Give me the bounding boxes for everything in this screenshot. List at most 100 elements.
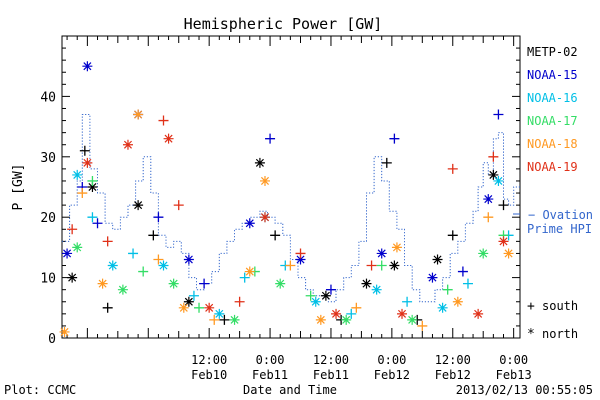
data-point-noaa-19-south: [295, 248, 306, 259]
data-point-noaa-19-south: [173, 200, 184, 211]
data-point-noaa-17-north: [478, 248, 489, 259]
data-point-noaa-18-north: [503, 248, 514, 259]
legend-entry: NOAA-15: [527, 68, 578, 82]
data-point-noaa-15-north: [376, 248, 387, 259]
data-point-noaa-19-north: [82, 157, 93, 168]
data-point-metp-02-north: [254, 157, 265, 168]
data-point-noaa-15-south: [199, 278, 210, 289]
data-point-noaa-19-north: [122, 139, 133, 150]
legend-entry: NOAA-18: [527, 137, 578, 151]
x-axis-label: Date and Time: [243, 383, 337, 397]
data-point-noaa-15-north: [183, 254, 194, 265]
data-point-noaa-16-north: [310, 296, 321, 307]
data-point-noaa-18-north: [244, 266, 255, 277]
data-point-noaa-16-south: [402, 296, 413, 307]
data-point-noaa-16-south: [188, 290, 199, 301]
y-axis: 0 10 20 30 40: [40, 35, 520, 347]
data-point-noaa-19-north: [163, 133, 174, 144]
data-point-noaa-15-north: [82, 61, 93, 72]
data-point-noaa-18-south: [417, 320, 428, 331]
x-tick-date-label: Feb13: [496, 368, 532, 382]
data-point-noaa-18-north: [259, 175, 270, 186]
data-point-noaa-16-south: [346, 308, 357, 319]
data-point-metp-02-south: [148, 230, 159, 241]
data-point-noaa-17-south: [138, 266, 149, 277]
data-point-metp-02-north: [320, 290, 331, 301]
x-tick-date-label: Feb11: [252, 368, 288, 382]
data-point-noaa-16-south: [128, 248, 139, 259]
data-point-noaa-16-north: [214, 308, 225, 319]
data-point-noaa-15-north: [427, 272, 438, 283]
data-point-noaa-17-south: [442, 284, 453, 295]
data-point-noaa-17-north: [117, 284, 128, 295]
ovation-hpi-path: [62, 114, 520, 303]
data-point-noaa-18-south: [153, 254, 164, 265]
legend-entry: NOAA-17: [527, 114, 578, 128]
legend-ovation-line2: Prime HPI: [527, 222, 592, 236]
data-point-noaa-18-south: [351, 302, 362, 313]
data-point-noaa-18-north: [178, 302, 189, 313]
data-point-metp-02-north: [432, 254, 443, 265]
data-point-noaa-17-north: [72, 242, 83, 253]
data-point-noaa-17-north: [229, 314, 240, 325]
data-point-noaa-16-north: [72, 169, 83, 180]
data-point-noaa-19-north: [331, 308, 342, 319]
data-point-noaa-18-south: [209, 314, 220, 325]
data-point-noaa-18-north: [59, 326, 70, 337]
x-tick-date-label: Feb12: [435, 368, 471, 382]
legend-symbol-glyph: +: [527, 299, 535, 314]
chart-title: Hemispheric Power [GW]: [184, 15, 383, 33]
plot-credit: Plot: CCMC: [4, 383, 76, 397]
data-point-noaa-15-south: [457, 266, 468, 277]
data-point-metp-02-south: [102, 302, 113, 313]
data-point-noaa-15-north: [244, 218, 255, 229]
data-point-noaa-19-south: [366, 260, 377, 271]
data-point-noaa-18-north: [452, 296, 463, 307]
data-point-noaa-18-north: [133, 109, 144, 120]
plot-frame: [61, 35, 521, 339]
data-point-noaa-15-north: [295, 254, 306, 265]
data-point-noaa-15-south: [265, 133, 276, 144]
data-point-metp-02-south: [270, 230, 281, 241]
data-point-metp-02-south: [381, 157, 392, 168]
data-point-noaa-16-north: [107, 260, 118, 271]
data-point-noaa-19-south: [102, 236, 113, 247]
data-point-noaa-19-south: [488, 151, 499, 162]
x-tick-time-label: 12:00: [191, 353, 227, 367]
data-point-noaa-16-south: [462, 278, 473, 289]
data-point-noaa-16-south: [239, 272, 250, 283]
data-point-metp-02-south: [447, 230, 458, 241]
y-tick-label: 30: [40, 151, 56, 166]
data-point-noaa-18-north: [315, 314, 326, 325]
data-point-metp-02-north: [488, 169, 499, 180]
x-axis: 12:00Feb100:00Feb1112:00Feb110:00Feb1212…: [66, 36, 532, 382]
data-point-metp-02-south: [219, 314, 230, 325]
data-point-noaa-19-north: [498, 236, 509, 247]
y-tick-label: 20: [40, 211, 56, 226]
data-points: [59, 61, 514, 337]
legend: METP-02 NOAA-15 NOAA-16 NOAA-17 NOAA-18 NOAA-…: [513, 45, 593, 342]
data-point-noaa-18-north: [391, 242, 402, 253]
x-tick-time-label: 0:00: [256, 353, 285, 367]
data-point-noaa-15-south: [92, 218, 103, 229]
data-point-metp-02-north: [133, 200, 144, 211]
data-point-noaa-15-south: [325, 284, 336, 295]
data-point-metp-02-north: [67, 272, 78, 283]
data-point-noaa-19-north: [259, 212, 270, 223]
data-point-noaa-15-south: [493, 109, 504, 120]
y-tick-label: 0: [48, 332, 56, 347]
data-point-noaa-19-south: [234, 296, 245, 307]
data-point-noaa-19-south: [67, 224, 78, 235]
legend-entry: NOAA-16: [527, 91, 578, 105]
data-point-noaa-15-south: [389, 133, 400, 144]
legend-entry: METP-02: [527, 45, 578, 59]
data-point-metp-02-south: [498, 200, 509, 211]
data-point-noaa-18-south: [285, 260, 296, 271]
x-tick-time-label: 0:00: [499, 353, 528, 367]
legend-symbol-label: north: [542, 327, 578, 341]
y-tick-label: 40: [40, 90, 56, 105]
data-point-noaa-17-south: [305, 290, 316, 301]
data-point-noaa-19-north: [204, 302, 215, 313]
x-tick-date-label: Feb11: [313, 368, 349, 382]
